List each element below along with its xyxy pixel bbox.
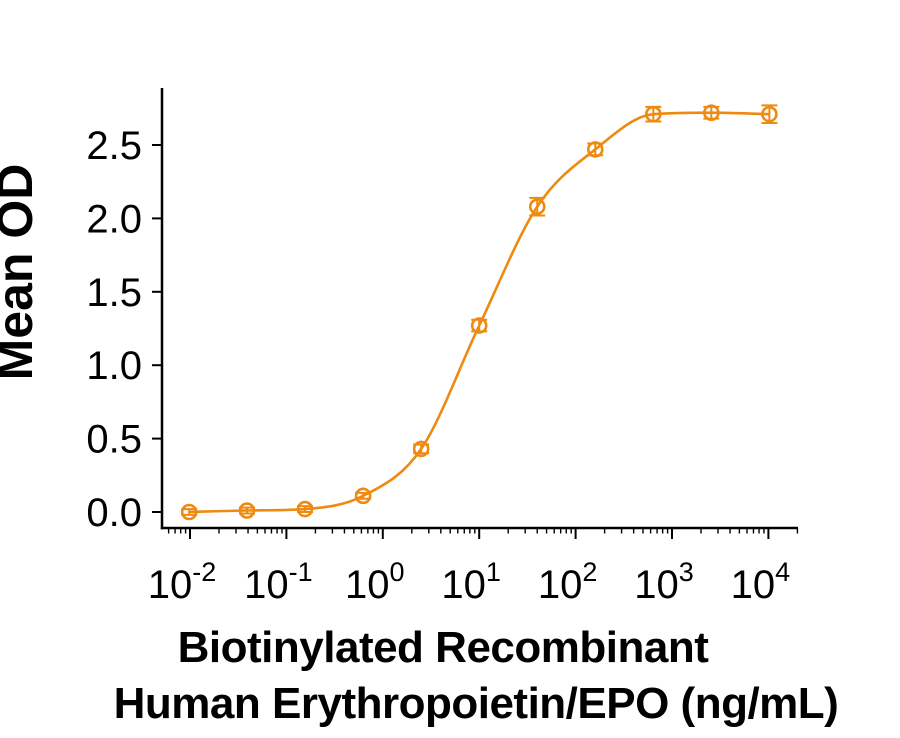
data-point-marker: [470, 317, 488, 334]
y-tick-label: 1.5: [86, 271, 142, 315]
y-tick-label: 0.5: [86, 418, 142, 462]
x-tick-label: 10-2: [148, 557, 217, 607]
y-axis-label: Mean OD: [0, 164, 43, 381]
x-tick-label: 10-1: [244, 557, 313, 607]
data-point-marker: [354, 487, 372, 505]
y-tick-label: 2.0: [86, 197, 142, 241]
data-point-marker: [703, 104, 720, 122]
x-tick-label: 104: [731, 557, 791, 607]
x-tick-label: 100: [345, 557, 405, 607]
fit-curve-path: [189, 111, 770, 514]
data-point-marker: [586, 141, 604, 158]
y-tick-label: 1.0: [86, 344, 142, 388]
x-tick-label: 101: [441, 557, 501, 607]
x-axis-title-line1: Biotinylated Recombinant: [178, 623, 710, 672]
y-axis-tick-labels: 0.0 0.5 1.0 1.5 2.0 2.5: [86, 124, 142, 535]
x-tick-label: 102: [538, 557, 598, 607]
x-tick-label: 103: [634, 557, 694, 607]
data-point-marker: [296, 500, 314, 518]
y-tick-label: 0.0: [86, 491, 142, 535]
data-point-marker: [412, 440, 430, 458]
data-point-marker: [180, 503, 198, 521]
error-bars: [181, 104, 778, 516]
y-axis-ticks: [152, 144, 162, 513]
axes: [160, 88, 798, 530]
x-axis-title-line2: Human Erythropoietin/EPO (ng/mL): [114, 679, 839, 728]
x-axis-tick-labels: 10-2 10-1 100 101 102 103 104: [148, 557, 790, 607]
dose-response-curve: [189, 111, 770, 514]
data-points: [180, 104, 778, 521]
data-point-marker: [528, 198, 546, 215]
data-point-marker: [645, 105, 662, 123]
data-point-marker: [761, 105, 778, 123]
x-axis-ticks: [167, 528, 799, 539]
data-point-marker: [238, 502, 256, 519]
y-tick-label: 2.5: [86, 124, 142, 168]
